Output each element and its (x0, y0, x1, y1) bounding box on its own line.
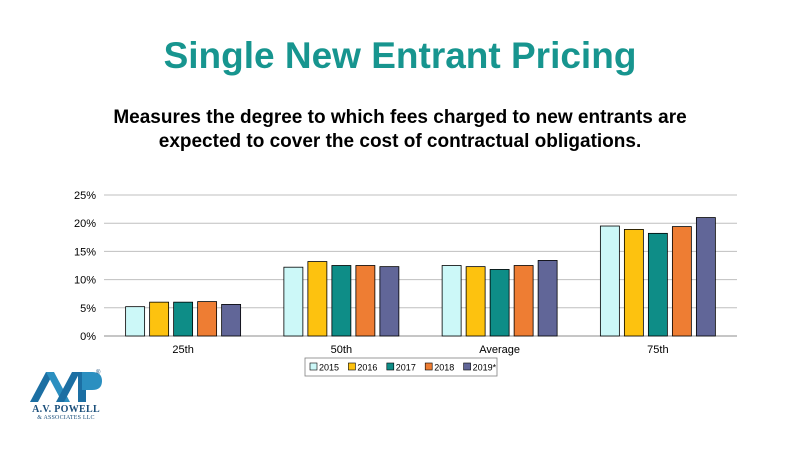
bar-2016-2 (465, 266, 486, 337)
legend-label: 2018 (434, 363, 454, 373)
legend-swatch (348, 362, 356, 371)
legend-label: 2016 (357, 363, 377, 373)
avp-logo-icon: ® (30, 369, 102, 402)
bar-2016-0 (149, 301, 170, 337)
y-tick-label: 0% (80, 331, 96, 343)
x-tick-label: 25th (172, 344, 193, 356)
bar-2018-0 (197, 301, 218, 337)
bar-2017-3 (647, 232, 668, 337)
bar-2018-2 (513, 265, 534, 337)
bar-2015-1 (283, 266, 304, 337)
bar-2017-1 (331, 265, 352, 337)
svg-text:®: ® (96, 369, 101, 376)
slide-title: Single New Entrant Pricing (163, 35, 637, 76)
y-tick-label: 20% (74, 218, 96, 230)
legend-label: 2017 (396, 363, 416, 373)
y-tick-label: 15% (74, 246, 96, 258)
bar-2016-1 (307, 261, 328, 337)
bar-2017-2 (489, 269, 510, 337)
bar-2015-2 (441, 265, 462, 337)
bar-2019-0 (221, 304, 242, 337)
logo-company-name: A.V. POWELL (32, 404, 100, 415)
logo-company-sub: & ASSOCIATES LLC (37, 415, 95, 421)
slide-subtitle: Measures the degree to which fees charge… (113, 107, 687, 152)
legend-swatch (424, 362, 433, 371)
x-tick-label: 50th (331, 344, 352, 356)
bar-2019-1 (379, 266, 400, 337)
bar-2015-3 (599, 225, 620, 337)
x-tick-label: 75th (647, 344, 668, 356)
y-tick-label: 5% (80, 303, 96, 315)
x-tick-label: Average (479, 344, 520, 356)
legend-box (304, 357, 498, 377)
y-tick-label: 25% (74, 190, 96, 202)
company-logo: ® A.V. POWELL & ASSOCIATES LLC (26, 364, 106, 426)
bar-2018-3 (671, 226, 692, 337)
bar-2018-1 (355, 265, 376, 337)
legend-label: 2015 (319, 363, 339, 373)
legend-swatch (386, 362, 395, 371)
bar-2017-0 (173, 301, 194, 337)
legend-swatch (309, 362, 318, 371)
bar-2019-2 (537, 260, 558, 337)
y-tick-label: 10% (74, 275, 96, 287)
legend-label: 2019* (473, 363, 497, 373)
legend-swatch (463, 362, 471, 371)
bar-2015-0 (125, 306, 146, 337)
bar-2016-3 (623, 229, 644, 337)
bar-2019-3 (695, 217, 716, 337)
